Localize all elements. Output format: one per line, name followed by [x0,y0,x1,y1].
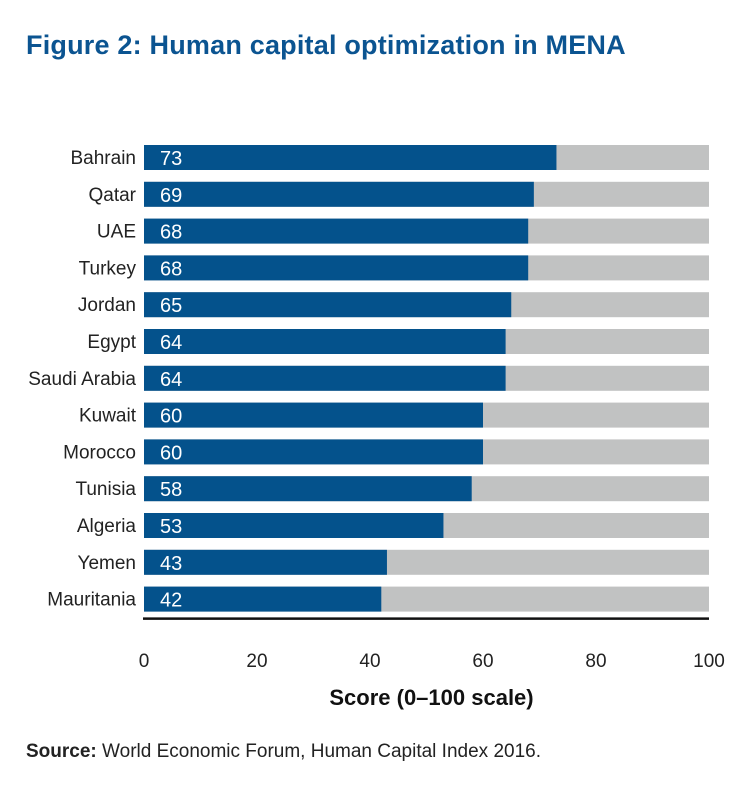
bar [144,476,472,502]
x-axis-label: Score (0–100 scale) [329,685,533,710]
bar [144,513,444,538]
bar [144,549,387,575]
data-label: 64 [160,369,182,391]
data-label: 65 [160,295,182,317]
x-tick-label: 20 [246,651,267,672]
bar [144,145,557,170]
data-label: 58 [160,479,182,501]
bar [144,402,483,428]
category-label: Mauritania [47,590,136,611]
category-label: Kuwait [79,406,137,427]
category-label: Algeria [77,516,137,537]
data-label: 64 [160,332,182,354]
data-label: 68 [160,258,182,280]
bar [144,181,534,207]
data-label: 53 [160,516,182,538]
bar [144,218,529,244]
bar [144,255,529,281]
data-label: 68 [160,222,182,244]
data-label: 69 [160,185,182,207]
x-tick-label: 60 [472,651,493,672]
bar [144,329,506,354]
data-label: 60 [160,442,182,464]
source-text: World Economic Forum, Human Capital Inde… [102,741,541,762]
data-label: 43 [160,553,182,575]
chart-title: Figure 2: Human capital optimization in … [26,30,626,60]
category-label: Jordan [78,295,136,316]
bar [144,586,382,612]
bar [144,439,483,465]
bar [144,292,512,318]
source-note: Source: World Economic Forum, Human Capi… [26,741,541,763]
x-tick-label: 0 [139,651,150,672]
data-label: 73 [160,148,182,170]
category-label: Qatar [88,185,136,206]
category-label: Morocco [63,442,136,463]
bar [144,365,506,391]
x-tick-label: 80 [585,651,606,672]
x-tick-label: 40 [359,651,380,672]
category-label: Bahrain [71,148,137,169]
category-label: Tunisia [75,479,136,500]
source-label: Source: [26,741,97,762]
category-label: Saudi Arabia [28,369,136,390]
category-label: UAE [97,222,136,243]
category-label: Turkey [79,258,137,279]
data-label: 60 [160,406,182,428]
category-label: Yemen [78,553,136,574]
x-tick-label: 100 [693,651,725,672]
category-label: Egypt [87,332,136,353]
data-label: 42 [160,590,182,612]
